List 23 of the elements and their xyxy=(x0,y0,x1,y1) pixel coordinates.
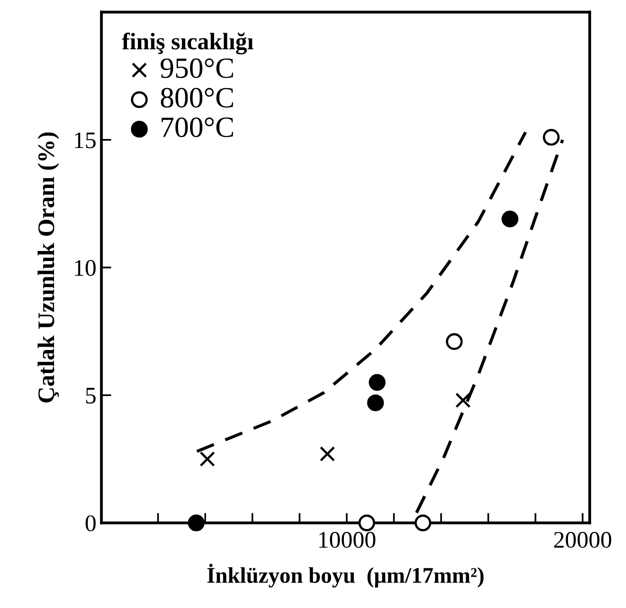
point xyxy=(446,333,463,350)
legend-title: finiş sıcaklığı xyxy=(122,32,254,54)
y-tick-label: 0 xyxy=(86,515,96,532)
x-tick-label: 10000 xyxy=(319,532,376,548)
point xyxy=(367,394,384,412)
legend-label: 950°C xyxy=(160,58,234,78)
point xyxy=(502,210,518,228)
x-axis-title: İnklüzyon boyu (μm/17mm²) xyxy=(207,564,484,588)
point xyxy=(188,514,205,532)
point xyxy=(542,128,560,146)
point xyxy=(455,392,471,408)
legend-label: 700°C xyxy=(162,117,234,138)
point xyxy=(368,374,386,391)
y-tick-label: 15 xyxy=(75,132,96,148)
point xyxy=(320,446,336,462)
y-axis-title: Çatlak Uzunluk Oranı (%) xyxy=(38,132,60,402)
y-tick-label: 10 xyxy=(75,260,96,276)
legend-label: 800°C xyxy=(160,88,234,108)
x-tick-label: 20000 xyxy=(554,532,612,548)
point xyxy=(358,514,376,532)
y-tick-label: 5 xyxy=(86,388,96,404)
point xyxy=(414,514,432,532)
point xyxy=(200,451,216,467)
